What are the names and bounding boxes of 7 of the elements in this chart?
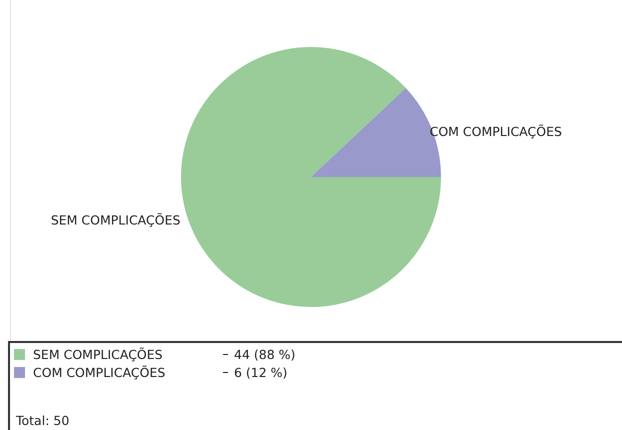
data-label: 6 (12 %) [234, 364, 288, 380]
legend-label: SEM COMPLICAÇÕES [33, 346, 164, 362]
legend-label: COM COMPLICAÇÕES [33, 364, 166, 380]
slice-label: COM COMPLICAÇÕES [430, 124, 562, 140]
text: Total: 50 [16, 413, 70, 428]
data-label: 44 (88 %) [234, 346, 296, 362]
slice-label: SEM COMPLICAÇÕES [50, 212, 180, 228]
